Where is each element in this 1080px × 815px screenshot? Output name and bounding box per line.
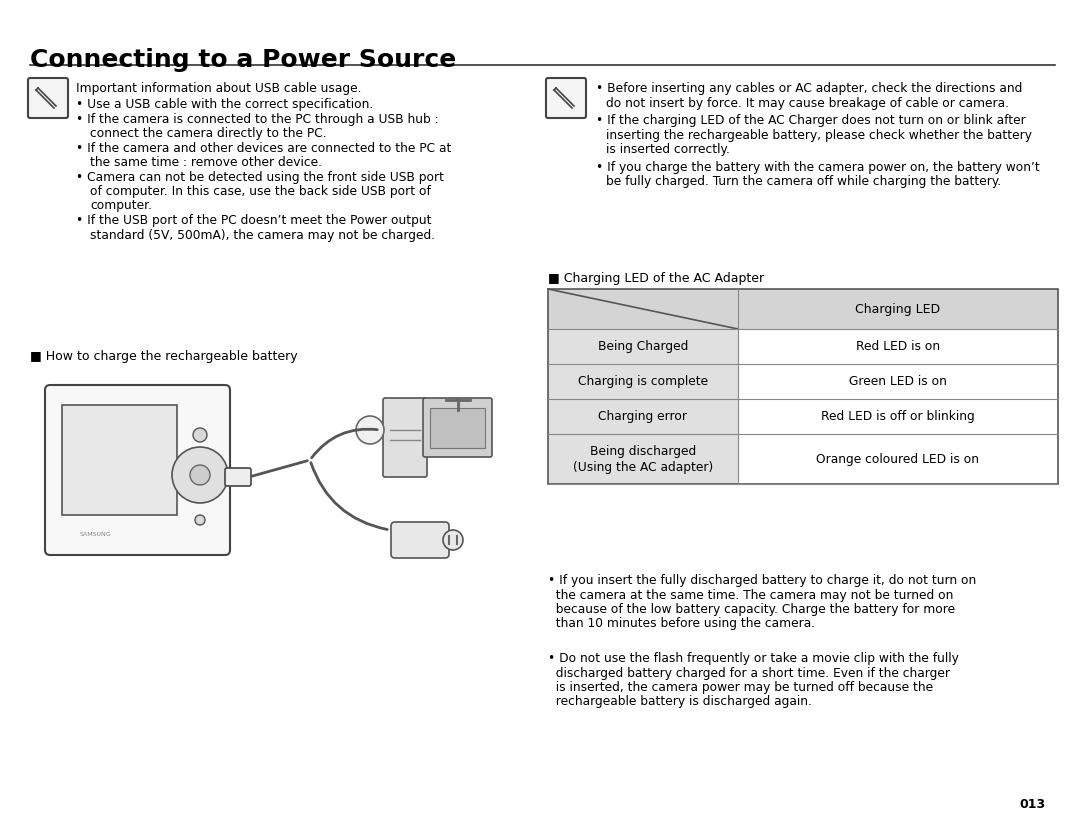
Bar [430,408,485,448]
Text: • If you charge the battery with the camera power on, the battery won’t: • If you charge the battery with the cam… [596,161,1040,174]
Bar [548,329,738,364]
Text: Important information about USB cable usage.: Important information about USB cable us… [76,82,362,95]
Text: rechargeable battery is discharged again.: rechargeable battery is discharged again… [548,695,812,708]
Text: be fully charged. Turn the camera off while charging the battery.: be fully charged. Turn the camera off wh… [606,175,1001,188]
Text: • If the charging LED of the AC Charger does not turn on or blink after: • If the charging LED of the AC Charger … [596,114,1026,127]
Text: • If you insert the fully discharged battery to charge it, do not turn on: • If you insert the fully discharged bat… [548,574,976,587]
Bar [548,289,1058,484]
Text: Charging error: Charging error [598,410,688,423]
Circle shape [193,428,207,442]
Text: computer.: computer. [90,200,152,213]
Text: • Use a USB cable with the correct specification.: • Use a USB cable with the correct speci… [76,98,374,111]
Text: 013: 013 [1018,798,1045,811]
Bar [548,289,1058,329]
Text: the same time : remove other device.: the same time : remove other device. [90,156,322,169]
FancyBboxPatch shape [423,398,492,457]
Bar [548,434,738,484]
Text: standard (5V, 500mA), the camera may not be charged.: standard (5V, 500mA), the camera may not… [90,228,435,241]
Text: Red LED is on: Red LED is on [856,340,940,353]
Text: Charging LED: Charging LED [855,302,941,315]
Text: • If the camera and other devices are connected to the PC at: • If the camera and other devices are co… [76,142,451,155]
Bar [738,399,1058,434]
Text: is inserted correctly.: is inserted correctly. [606,143,730,156]
Bar [738,434,1058,484]
Text: discharged battery charged for a short time. Even if the charger: discharged battery charged for a short t… [548,667,950,680]
FancyBboxPatch shape [546,78,586,118]
FancyBboxPatch shape [391,522,449,558]
Text: than 10 minutes before using the camera.: than 10 minutes before using the camera. [548,618,815,631]
Text: is inserted, the camera power may be turned off because the: is inserted, the camera power may be tur… [548,681,933,694]
Text: ■ How to charge the rechargeable battery: ■ How to charge the rechargeable battery [30,350,298,363]
Text: Charging is complete: Charging is complete [578,375,708,388]
Circle shape [443,530,463,550]
Text: Being Charged: Being Charged [598,340,688,353]
Text: Connecting to a Power Source: Connecting to a Power Source [30,48,456,72]
Text: (Using the AC adapter): (Using the AC adapter) [572,460,713,474]
Circle shape [172,447,228,503]
FancyBboxPatch shape [383,398,427,477]
Text: the camera at the same time. The camera may not be turned on: the camera at the same time. The camera … [548,588,954,601]
Text: of computer. In this case, use the back side USB port of: of computer. In this case, use the back … [90,185,431,198]
Text: inserting the rechargeable battery, please check whether the battery: inserting the rechargeable battery, plea… [606,129,1032,142]
FancyBboxPatch shape [45,385,230,555]
FancyBboxPatch shape [225,468,251,486]
Bar [548,399,738,434]
Text: • Before inserting any cables or AC adapter, check the directions and: • Before inserting any cables or AC adap… [596,82,1023,95]
FancyBboxPatch shape [28,78,68,118]
Text: SAMSUNG: SAMSUNG [80,532,111,537]
Text: • Do not use the flash frequently or take a movie clip with the fully: • Do not use the flash frequently or tak… [548,652,959,665]
Text: • Camera can not be detected using the front side USB port: • Camera can not be detected using the f… [76,170,444,183]
Text: connect the camera directly to the PC.: connect the camera directly to the PC. [90,127,326,140]
Bar [738,364,1058,399]
Bar [548,364,738,399]
Bar [62,405,177,515]
Text: • If the camera is connected to the PC through a USB hub :: • If the camera is connected to the PC t… [76,112,438,126]
Circle shape [190,465,210,485]
Text: Orange coloured LED is on: Orange coloured LED is on [816,452,980,465]
Bar [738,329,1058,364]
Text: Red LED is off or blinking: Red LED is off or blinking [821,410,975,423]
Text: Being discharged: Being discharged [590,444,697,457]
Text: • If the USB port of the PC doesn’t meet the Power output: • If the USB port of the PC doesn’t meet… [76,214,432,227]
Text: because of the low battery capacity. Charge the battery for more: because of the low battery capacity. Cha… [548,603,955,616]
Circle shape [195,515,205,525]
Text: ■ Charging LED of the AC Adapter: ■ Charging LED of the AC Adapter [548,272,765,285]
Circle shape [356,416,384,444]
Text: do not insert by force. It may cause breakage of cable or camera.: do not insert by force. It may cause bre… [606,96,1009,109]
Text: Green LED is on: Green LED is on [849,375,947,388]
